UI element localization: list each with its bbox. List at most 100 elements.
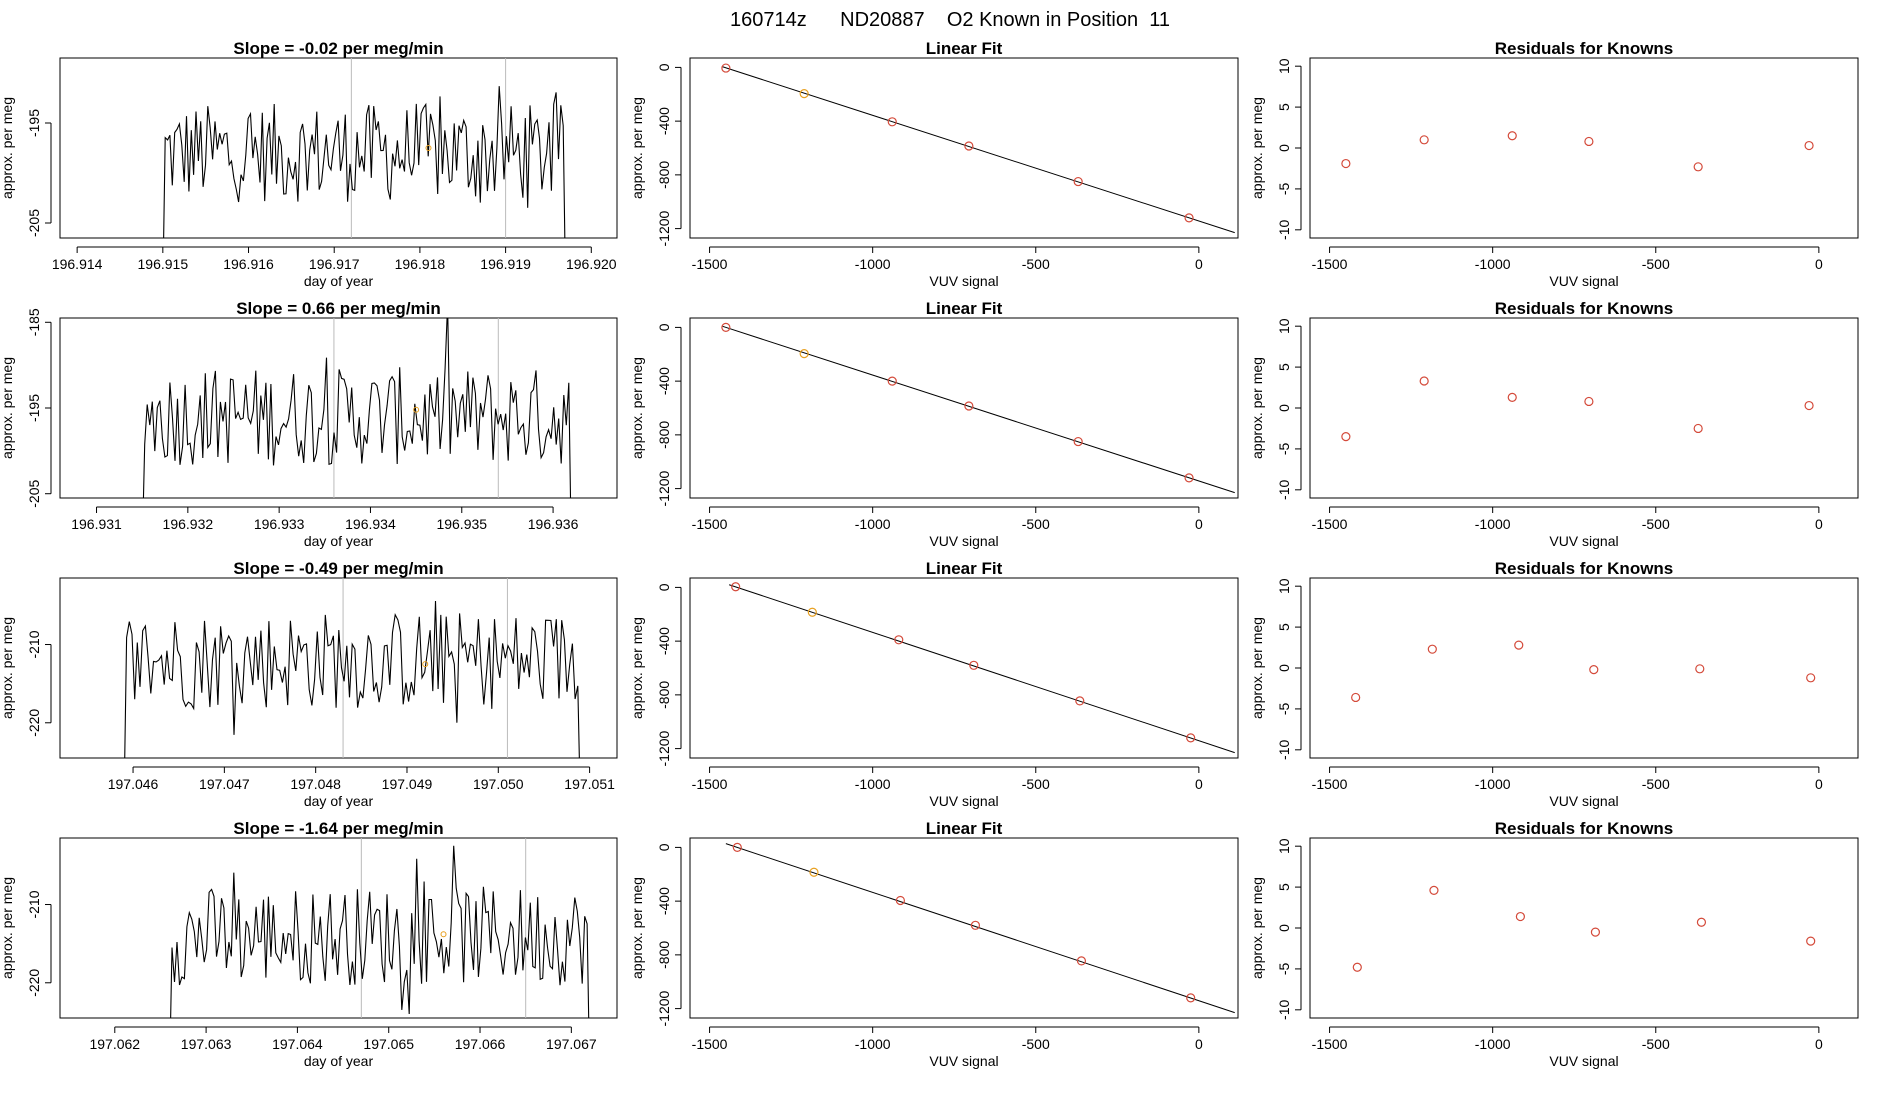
y-tick-label: 0 bbox=[1276, 404, 1292, 412]
x-tick-label: -1500 bbox=[692, 1036, 728, 1052]
data-point bbox=[731, 582, 741, 592]
data-point bbox=[1514, 640, 1524, 650]
y-tick-label: -5 bbox=[1276, 962, 1292, 975]
data-point bbox=[1184, 473, 1194, 483]
x-tick-label: 0 bbox=[1195, 256, 1203, 272]
x-tick-label: -1500 bbox=[1312, 776, 1348, 792]
chart-fit-row0: Linear Fit -1500 -1000 -500 0 VUV signal 0 -400… bbox=[629, 39, 1239, 289]
y-tick-label: -195 bbox=[26, 109, 42, 137]
y-axis-label: approx. per meg bbox=[0, 617, 15, 719]
x-tick-label: -500 bbox=[1642, 516, 1670, 532]
x-tick-label: -1000 bbox=[1475, 776, 1511, 792]
chart-time-row1: Slope = 0.66 per meg/min 196.931 196.932 19… bbox=[0, 299, 618, 549]
y-tick-label: -800 bbox=[656, 681, 672, 709]
y-axis-label: approx. per meg bbox=[0, 357, 15, 459]
plot-data bbox=[124, 578, 580, 758]
data-point bbox=[1184, 213, 1194, 223]
chart-title: Slope = -1.64 per meg/min bbox=[233, 819, 443, 838]
x-tick-label: 197.065 bbox=[363, 1036, 414, 1052]
highlight-point bbox=[422, 661, 429, 668]
plot-data bbox=[721, 63, 1235, 234]
x-tick-label: 196.914 bbox=[52, 256, 103, 272]
y-tick-label: -400 bbox=[656, 887, 672, 915]
data-point bbox=[1427, 644, 1437, 654]
y-tick-label: 10 bbox=[1276, 58, 1292, 74]
x-tick-label: 197.049 bbox=[382, 776, 433, 792]
x-tick-label: 197.064 bbox=[272, 1036, 323, 1052]
y-tick-label: 5 bbox=[1276, 883, 1292, 891]
plot-frame bbox=[689, 577, 1239, 759]
y-tick-label: 5 bbox=[1276, 103, 1292, 111]
highlight-point bbox=[425, 145, 432, 151]
data-point bbox=[1351, 692, 1361, 703]
y-tick-label: 0 bbox=[1276, 664, 1292, 672]
x-tick-label: 196.917 bbox=[309, 256, 360, 272]
y-tick-label: -400 bbox=[656, 107, 672, 135]
time-series-line bbox=[142, 318, 572, 498]
plot-data bbox=[1352, 885, 1816, 972]
data-point bbox=[1804, 400, 1814, 411]
data-point bbox=[1584, 396, 1594, 407]
highlight-point bbox=[799, 88, 809, 99]
x-tick-label: -500 bbox=[1642, 776, 1670, 792]
y-tick-label: -10 bbox=[1276, 219, 1292, 239]
x-tick-label: -1500 bbox=[1312, 1036, 1348, 1052]
x-tick-label: 196.916 bbox=[223, 256, 274, 272]
chart-title: Linear Fit bbox=[926, 39, 1003, 58]
x-tick-label: 197.051 bbox=[564, 776, 615, 792]
data-point bbox=[1073, 436, 1083, 447]
plot-frame bbox=[1309, 577, 1859, 759]
figure-title: 160714z ND20887 O2 Known in Position 11 bbox=[730, 9, 1170, 31]
y-tick-label: -205 bbox=[26, 479, 42, 507]
x-tick-label: -500 bbox=[1022, 516, 1050, 532]
plot-frame bbox=[689, 317, 1239, 499]
x-tick-label: 197.046 bbox=[108, 776, 159, 792]
chart-title: Residuals for Knowns bbox=[1495, 819, 1674, 838]
y-tick-label: 0 bbox=[1276, 144, 1292, 152]
y-tick-label: -185 bbox=[26, 308, 42, 336]
plot-data bbox=[1341, 131, 1814, 172]
data-point bbox=[1419, 135, 1429, 145]
chart-time-row0: Slope = -0.02 per meg/min 196.914 196.915 1… bbox=[0, 39, 618, 289]
y-axis-label: approx. per meg bbox=[1249, 97, 1265, 199]
chart-fit-row2: Linear Fit -1500 -1000 -500 0 VUV signal 0 -400… bbox=[629, 559, 1239, 809]
chart-title: Slope = -0.02 per meg/min bbox=[233, 39, 443, 58]
x-axis-label: day of year bbox=[304, 273, 374, 289]
data-point bbox=[964, 401, 974, 411]
x-tick-label: 0 bbox=[1815, 1036, 1823, 1052]
data-point bbox=[894, 635, 904, 645]
x-tick-label: 196.920 bbox=[566, 256, 617, 272]
x-tick-label: -500 bbox=[1642, 256, 1670, 272]
plot-frame bbox=[1309, 837, 1859, 1019]
chart-title: Slope = 0.66 per meg/min bbox=[236, 299, 441, 318]
y-tick-label: 0 bbox=[656, 583, 672, 591]
y-tick-label: -10 bbox=[1276, 739, 1292, 759]
x-tick-label: 197.048 bbox=[290, 776, 341, 792]
y-axis-label: approx. per meg bbox=[0, 97, 15, 199]
data-point bbox=[1695, 664, 1705, 674]
data-point bbox=[1515, 911, 1525, 922]
plot-frame bbox=[59, 57, 618, 239]
x-axis-label: VUV signal bbox=[1549, 793, 1618, 809]
data-point bbox=[1590, 927, 1601, 937]
y-tick-label: -800 bbox=[656, 161, 672, 189]
plot-frame bbox=[689, 837, 1239, 1019]
data-point bbox=[1507, 392, 1517, 402]
chart-fit-row1: Linear Fit -1500 -1000 -500 0 VUV signal 0 -400… bbox=[629, 299, 1239, 549]
y-tick-label: 10 bbox=[1276, 578, 1292, 594]
x-tick-label: -1500 bbox=[692, 776, 728, 792]
time-series-line bbox=[170, 845, 590, 1018]
x-tick-label: 197.067 bbox=[546, 1036, 597, 1052]
y-tick-label: 0 bbox=[656, 323, 672, 331]
y-tick-label: -205 bbox=[26, 209, 42, 237]
data-point bbox=[1589, 665, 1599, 675]
data-point bbox=[1341, 432, 1351, 442]
data-point bbox=[1507, 131, 1517, 141]
y-tick-label: -1200 bbox=[656, 210, 672, 246]
y-axis-label: approx. per meg bbox=[0, 877, 15, 979]
x-tick-label: 197.062 bbox=[89, 1036, 140, 1052]
x-tick-label: -1500 bbox=[1312, 516, 1348, 532]
y-tick-label: 0 bbox=[656, 63, 672, 71]
x-axis-label: VUV signal bbox=[929, 793, 998, 809]
plot-data bbox=[163, 58, 566, 238]
